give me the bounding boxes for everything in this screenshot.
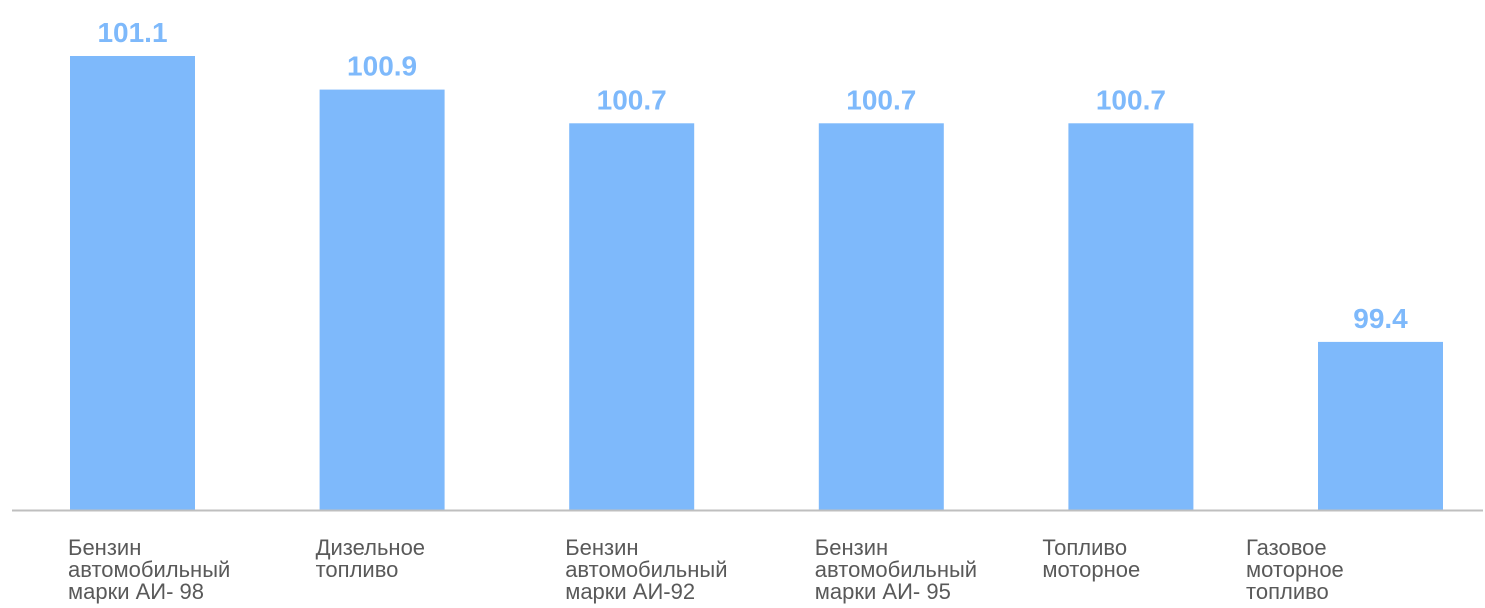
category-label: Бензин автомобильный марки АИ-92 — [565, 535, 728, 604]
bar-value-label: 100.7 — [597, 84, 667, 115]
category-label: Бензин автомобильный марки АИ- 95 — [814, 535, 978, 604]
bar — [818, 123, 944, 511]
bar — [569, 123, 695, 511]
category-label: Бензин автомобильный марки АИ- 98 — [68, 535, 231, 604]
bars-group — [70, 56, 1443, 511]
bar-value-label: 101.1 — [97, 17, 167, 48]
bar — [1068, 123, 1194, 511]
value-labels-group: 101.1 100.9 100.7 100.7 100.7 99.4 — [97, 17, 1408, 334]
bar-value-label: 100.7 — [1096, 84, 1166, 115]
category-label: Топливо моторное — [1042, 535, 1141, 582]
category-label: Газовое моторное топливо — [1246, 535, 1344, 604]
bar — [70, 56, 195, 510]
bar-value-label: 100.9 — [347, 51, 417, 82]
bar — [1318, 341, 1443, 510]
bar-value-label: 100.7 — [846, 84, 916, 115]
bar — [319, 89, 445, 510]
category-label: Дизельное топливо — [315, 535, 426, 582]
bar-value-label: 99.4 — [1353, 303, 1408, 334]
